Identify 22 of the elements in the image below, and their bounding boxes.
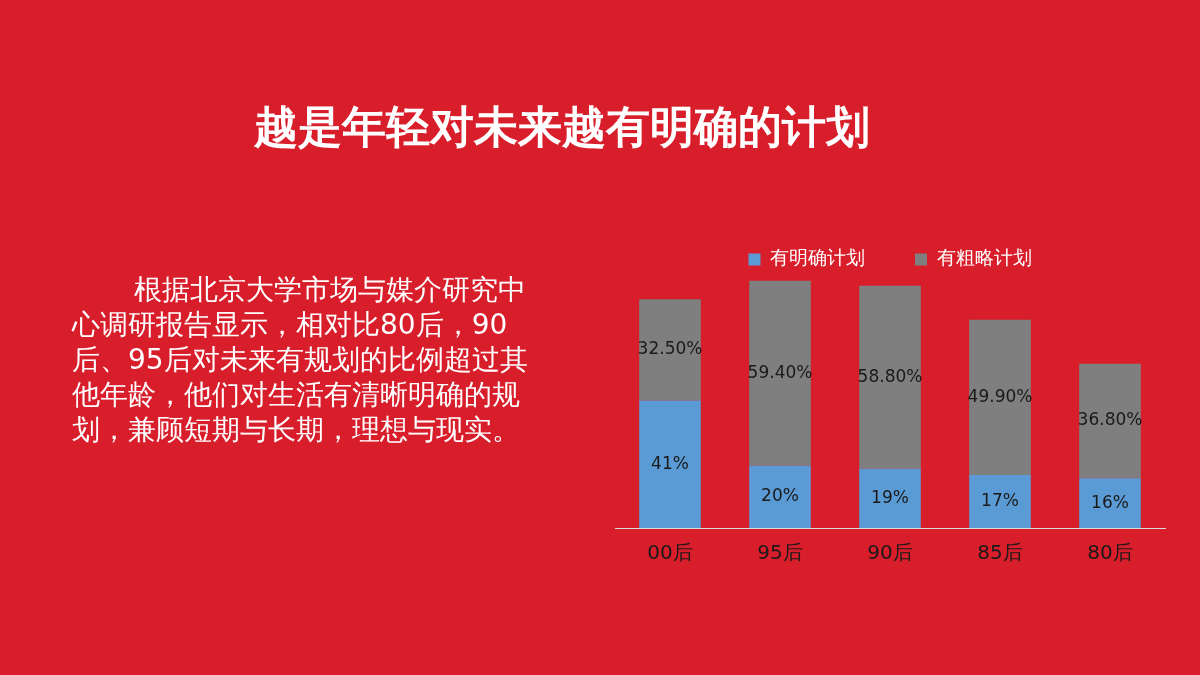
bar: [639, 400, 701, 528]
bar: [749, 280, 811, 466]
chart-title: 越是年轻对未来越有明确的计划: [253, 100, 871, 154]
bar: [859, 285, 921, 469]
bar: [969, 475, 1031, 528]
data-label: 41%: [651, 452, 689, 473]
data-label: 16%: [1091, 491, 1129, 512]
data-label: 20%: [761, 485, 799, 506]
legend-label: 有明确计划: [770, 246, 865, 269]
bar: [1079, 478, 1141, 528]
data-label: 17%: [981, 489, 1019, 510]
x-tick-label: 95后: [757, 540, 803, 565]
bar: [859, 468, 921, 528]
x-tick-label: 00后: [647, 540, 693, 565]
bar: [969, 319, 1031, 476]
text: 根据北京大学市场与媒介研究中心调研报告显示，相对比80后，90后、95后对未来有规划的比例超过其他年龄，他们对生活有清晰明确的规划，兼顾短期与长期，理想与现实。: [72, 272, 529, 447]
data-label: 19%: [871, 486, 909, 507]
bar: [749, 465, 811, 528]
legend-label: 有粗略计划: [936, 246, 1032, 269]
x-tick-label: 85后: [977, 540, 1023, 565]
x-tick-label: 80后: [1087, 540, 1133, 565]
x-tick-label: 90后: [867, 540, 913, 565]
